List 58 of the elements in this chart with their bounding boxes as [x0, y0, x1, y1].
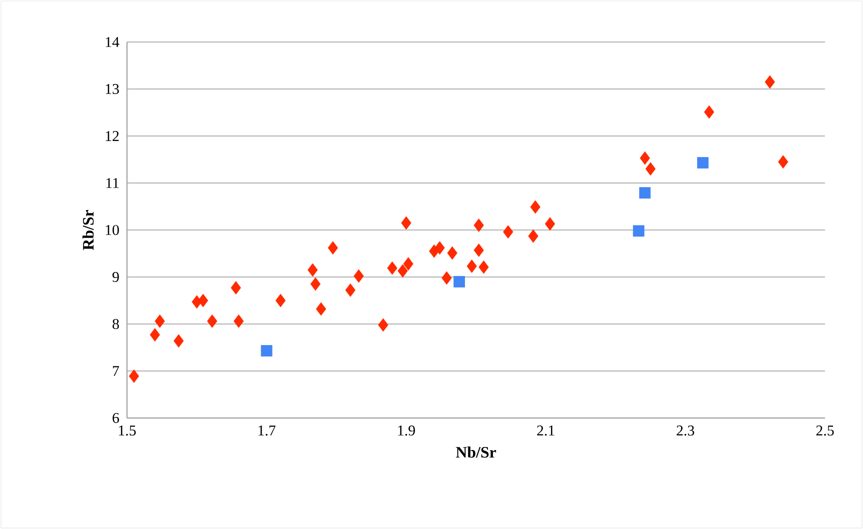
point: [308, 263, 318, 277]
y-tick-label: 9: [112, 272, 119, 282]
y-tick-label: 8: [112, 318, 119, 330]
point: [154, 314, 165, 328]
point: [474, 218, 484, 232]
point: [128, 369, 140, 383]
point: [704, 105, 714, 119]
x-tick-label: 1.9: [398, 426, 415, 436]
point: [345, 283, 356, 297]
point: [697, 157, 709, 168]
point: [354, 269, 364, 283]
point: [150, 328, 160, 342]
point: [434, 241, 445, 255]
point: [275, 294, 286, 308]
point: [401, 216, 412, 230]
point: [528, 229, 538, 243]
point: [387, 261, 398, 275]
point: [640, 151, 650, 165]
point: [378, 318, 388, 332]
point: [310, 277, 321, 291]
point: [764, 75, 775, 89]
point: [398, 264, 408, 278]
point: [645, 162, 656, 176]
point: [230, 281, 241, 295]
y-tick-label: 7: [112, 366, 120, 376]
point: [207, 314, 218, 328]
y-tick-label: 6: [112, 412, 120, 424]
y-tick-label: 11: [106, 178, 119, 188]
point: [503, 225, 514, 239]
point: [454, 276, 465, 288]
x-axis-title: Nb/Sr: [456, 446, 496, 458]
point: [474, 244, 484, 257]
y-tick-label: 10: [106, 224, 119, 236]
point: [260, 345, 272, 356]
point: [544, 217, 556, 231]
point: [316, 302, 326, 316]
x-tick-label: 1.5: [118, 426, 136, 436]
y-axis-title: Rb/Sr: [82, 210, 94, 250]
point: [466, 259, 477, 273]
point: [447, 246, 458, 260]
point: [530, 200, 540, 214]
point: [639, 187, 651, 199]
x-tick-label: 1.7: [258, 426, 276, 436]
x-tick-label: 2.1: [537, 426, 554, 436]
point: [478, 260, 489, 274]
y-tick-label: 12: [106, 131, 119, 141]
x-tick-label: 2.5: [816, 426, 834, 436]
point: [174, 334, 184, 348]
point: [198, 294, 208, 308]
y-tick-label: 14: [106, 37, 120, 47]
point: [234, 314, 244, 328]
point: [632, 225, 644, 237]
point: [778, 155, 788, 169]
y-tick-label: 13: [106, 84, 119, 94]
point: [328, 241, 338, 255]
point: [442, 271, 452, 285]
x-tick-label: 2.3: [676, 426, 694, 436]
point: [403, 257, 414, 271]
